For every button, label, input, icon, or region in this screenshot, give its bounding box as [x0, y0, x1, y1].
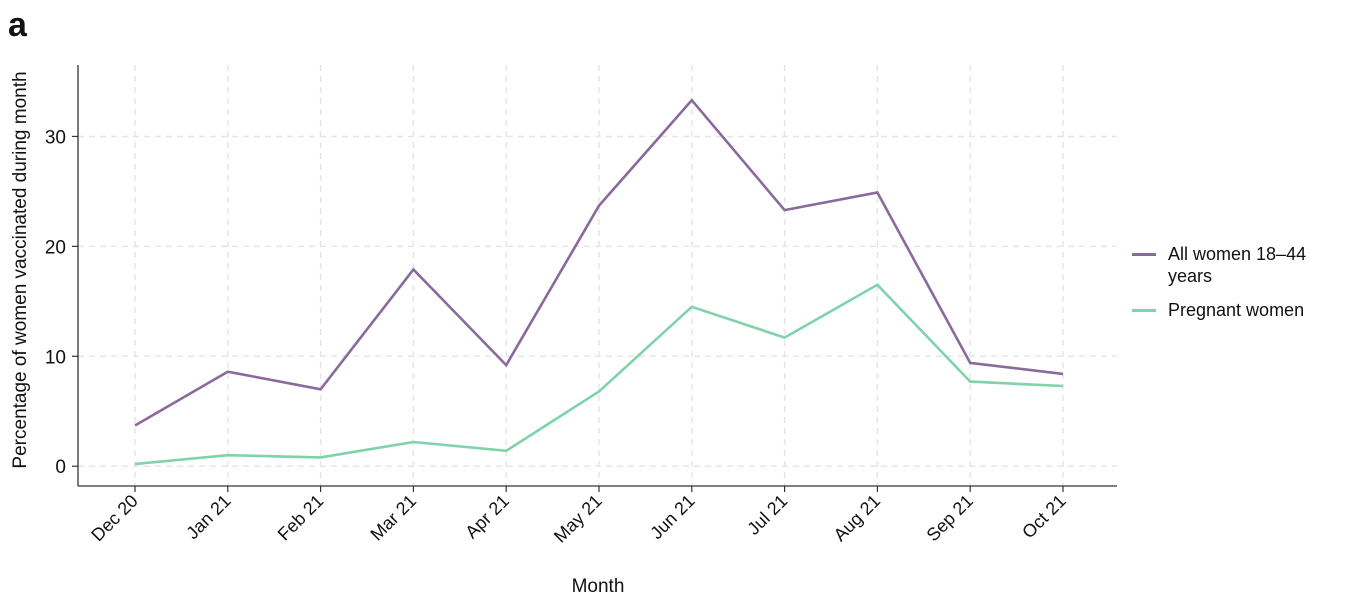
- panel-label: a: [8, 6, 27, 44]
- x-tick-label: Jul 21: [743, 491, 791, 539]
- x-tick-label: May 21: [550, 491, 606, 547]
- x-tick-label: Jun 21: [646, 491, 698, 543]
- series-line-all-women: [134, 98, 1064, 427]
- y-tick-label: 0: [55, 457, 66, 478]
- legend-item-all-women: All women 18–44 years: [1132, 243, 1338, 287]
- legend-swatch-pregnant-women: [1132, 309, 1156, 312]
- legend: All women 18–44 years Pregnant women: [1132, 243, 1338, 333]
- series-lines: [134, 98, 1064, 466]
- y-tick-label: 30: [45, 127, 66, 148]
- legend-label-all-women: All women 18–44 years: [1168, 244, 1307, 286]
- legend-item-pregnant-women: Pregnant women: [1132, 299, 1338, 321]
- y-tick-label: 20: [45, 237, 66, 258]
- x-tick-label: Jan 21: [182, 491, 234, 543]
- x-tick-label: Sep 21: [923, 491, 977, 545]
- x-tick-label: Apr 21: [461, 491, 513, 543]
- x-tick-label: Oct 21: [1018, 491, 1070, 543]
- y-axis-label: Percentage of women vaccinated during mo…: [10, 71, 31, 468]
- x-tick-label: Mar 21: [366, 491, 420, 545]
- y-tick-label: 10: [45, 347, 66, 368]
- x-tick-label: Feb 21: [274, 491, 328, 545]
- axes: [72, 65, 1117, 492]
- series-line-pregnant-women: [134, 283, 1064, 466]
- legend-swatch-all-women: [1132, 253, 1156, 256]
- x-tick-label: Dec 20: [87, 491, 141, 545]
- x-tick-label: Aug 21: [830, 491, 884, 545]
- grid-lines: [78, 65, 1117, 486]
- tick-labels: 0 10 20 30 Dec 20 Jan 21 Feb 21 Mar 21 Apr 21 May…: [45, 127, 1070, 546]
- legend-label-pregnant-women: Pregnant women: [1168, 300, 1305, 320]
- x-axis-label: Month: [572, 576, 625, 597]
